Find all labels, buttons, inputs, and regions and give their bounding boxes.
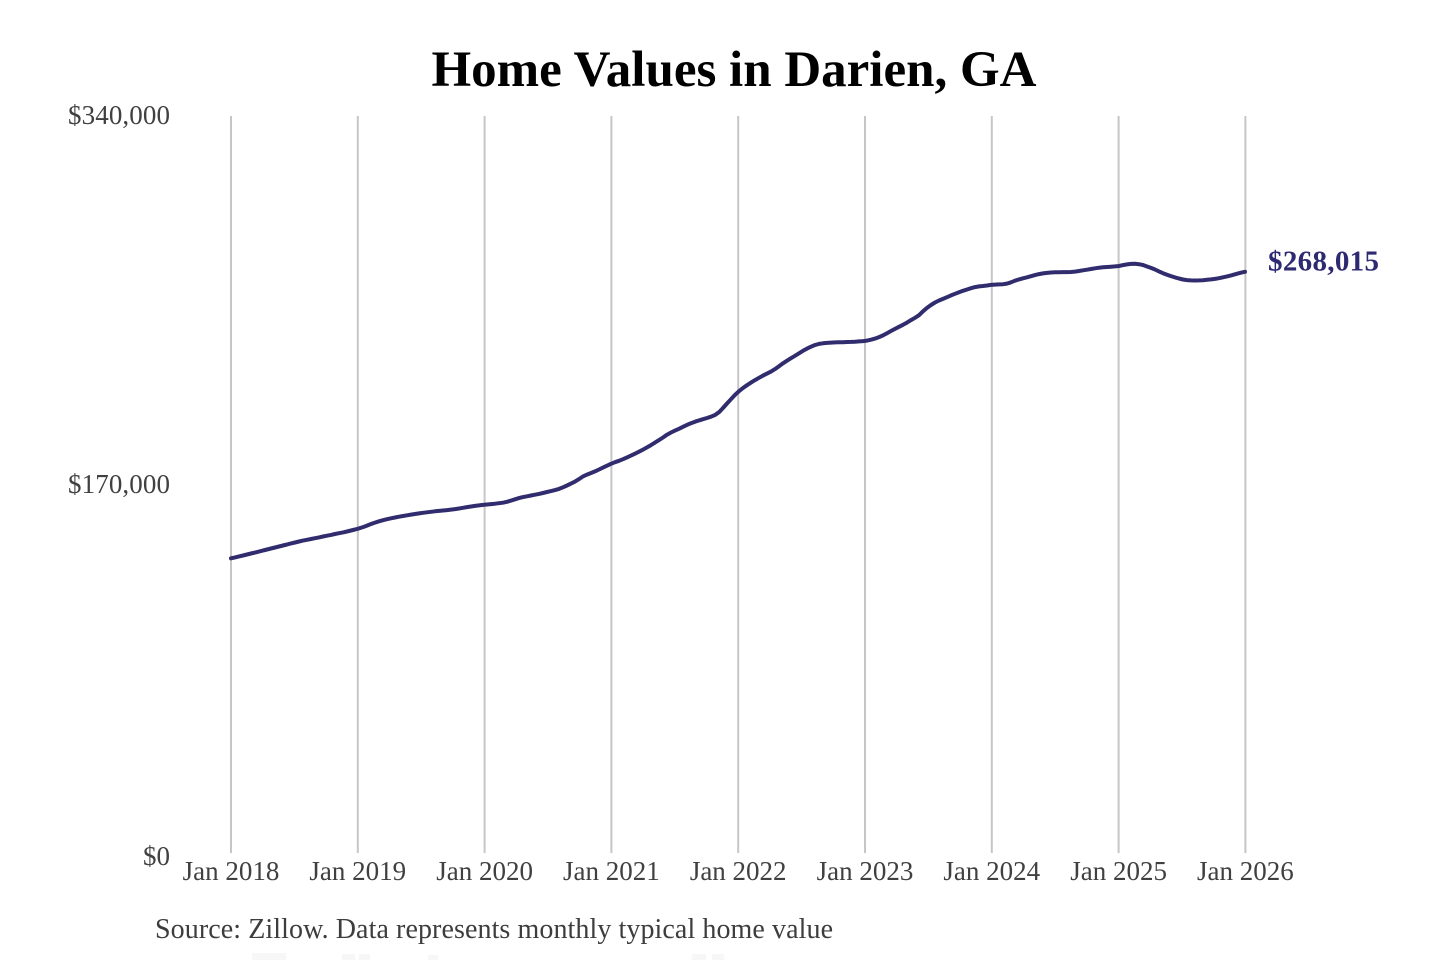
svg-text:$268,015: $268,015	[1268, 246, 1379, 278]
svg-text:Jan 2025: Jan 2025	[1070, 856, 1167, 886]
svg-text:Jan 2018: Jan 2018	[183, 856, 280, 886]
svg-text:Jan 2019: Jan 2019	[309, 856, 406, 886]
svg-text:$170,000: $170,000	[68, 469, 170, 499]
svg-text:Jan 2026: Jan 2026	[1197, 856, 1294, 886]
svg-text:Jan 2021: Jan 2021	[563, 856, 660, 886]
svg-text:Jan 2022: Jan 2022	[690, 856, 787, 886]
svg-text:$0: $0	[143, 841, 170, 871]
svg-text:Jan 2024: Jan 2024	[943, 856, 1040, 886]
svg-text:Source: Zillow. Data represent: Source: Zillow. Data represents monthly …	[155, 914, 833, 945]
svg-text:$340,000: $340,000	[68, 100, 170, 130]
svg-text:Home Values in Darien, GA: Home Values in Darien, GA	[432, 42, 1037, 98]
svg-text:Jan 2020: Jan 2020	[436, 856, 533, 886]
svg-text:Jan 2023: Jan 2023	[817, 856, 914, 886]
